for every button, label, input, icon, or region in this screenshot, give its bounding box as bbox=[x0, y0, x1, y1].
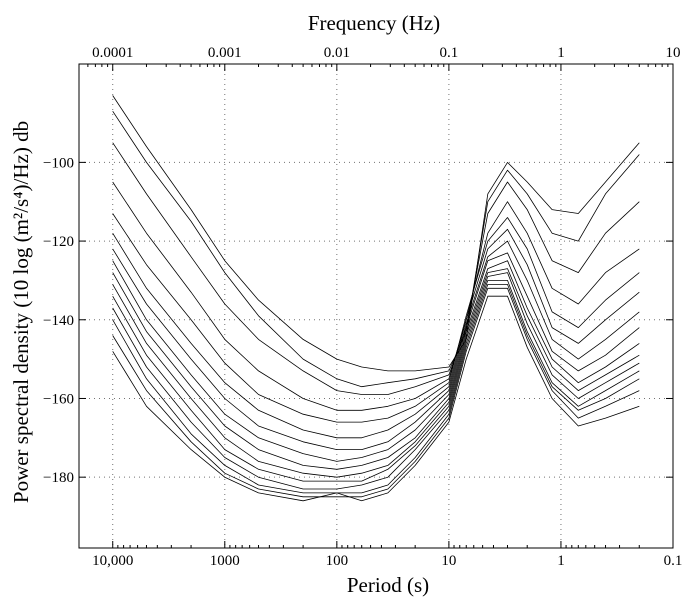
top-tick-label: 0.01 bbox=[324, 45, 350, 61]
top-tick-label: 1 bbox=[557, 45, 565, 61]
x-tick-label: 10,000 bbox=[92, 553, 133, 569]
psd-series-line bbox=[112, 213, 640, 423]
series-layer bbox=[112, 95, 640, 502]
psd-series-line bbox=[112, 287, 640, 498]
y-tick-label: −140 bbox=[43, 313, 74, 329]
psd-series-line bbox=[112, 280, 640, 490]
psd-series-line bbox=[112, 272, 640, 482]
x-tick-label: 10 bbox=[441, 553, 456, 569]
plot-frame bbox=[78, 63, 674, 549]
x-axis-title: Period (s) bbox=[347, 573, 429, 597]
psd-series-line bbox=[112, 228, 640, 439]
tick-label-layer: 10,000 1000 100 10 1 0.1 0.0001 0.001 0.01 0.1 1 10… bbox=[43, 45, 682, 569]
grid-layer bbox=[79, 64, 674, 548]
x-tick-label: 0.1 bbox=[664, 553, 683, 569]
top-axis-title: Frequency (Hz) bbox=[308, 11, 440, 35]
psd-series-line bbox=[112, 284, 640, 494]
x-tick-label: 100 bbox=[326, 553, 349, 569]
x-tick-label: 1000 bbox=[210, 553, 240, 569]
psd-series-line bbox=[112, 295, 640, 502]
y-tick-label: −160 bbox=[43, 391, 74, 407]
x-tick-label: 1 bbox=[557, 553, 565, 569]
psd-series-line bbox=[112, 260, 640, 470]
psd-series-line bbox=[112, 268, 640, 478]
y-tick-label: −100 bbox=[43, 155, 74, 171]
psd-series-line bbox=[112, 142, 640, 395]
top-tick-label: 0.001 bbox=[208, 45, 242, 61]
psd-series-line bbox=[112, 95, 640, 372]
y-tick-label: −120 bbox=[43, 234, 74, 250]
tick-layer bbox=[78, 64, 674, 548]
psd-series-line bbox=[112, 240, 640, 450]
top-tick-label: 0.0001 bbox=[92, 45, 133, 61]
psd-series-line bbox=[112, 110, 640, 388]
top-tick-label: 0.1 bbox=[440, 45, 459, 61]
top-tick-label: 10 bbox=[666, 45, 681, 61]
y-axis-title: Power spectral density (10 log (m²/s⁴)/H… bbox=[9, 121, 33, 503]
psd-series-line bbox=[112, 252, 640, 462]
psd-series-line bbox=[112, 181, 640, 411]
y-tick-label: −180 bbox=[43, 470, 74, 486]
